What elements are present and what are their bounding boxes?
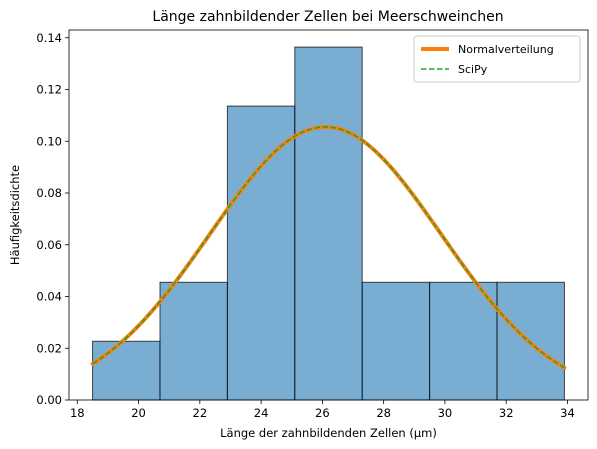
x-tick-label: 22 (193, 406, 208, 420)
legend-label: SciPy (458, 63, 488, 76)
x-tick-label: 20 (131, 406, 146, 420)
x-tick-label: 34 (560, 406, 575, 420)
y-tick-label: 0.06 (36, 238, 62, 252)
histogram-bar (159, 281, 228, 401)
x-tick-label: 28 (376, 406, 391, 420)
y-tick-label: 0.02 (36, 341, 62, 355)
y-axis-ticks: 0.00 0.02 0.04 0.06 0.08 0.10 0.12 0.14 (36, 31, 69, 407)
x-axis-ticks: 18 20 22 24 26 28 30 32 34 (70, 400, 575, 420)
y-tick-label: 0.04 (36, 290, 62, 304)
x-tick-label: 18 (70, 406, 85, 420)
histogram-bar (226, 105, 296, 401)
x-tick-label: 26 (315, 406, 330, 420)
legend-box (413, 35, 581, 83)
x-axis-label: Länge der zahnbildenden Zellen (µm) (220, 426, 437, 440)
y-tick-label: 0.00 (36, 393, 62, 407)
legend-label: Normalverteilung (458, 43, 554, 56)
y-tick-label: 0.10 (36, 134, 62, 148)
x-tick-label: 24 (254, 406, 269, 420)
x-tick-label: 30 (438, 406, 453, 420)
y-tick-label: 0.14 (36, 31, 62, 45)
y-axis-label: Häufigkeitsdichte (8, 165, 22, 265)
histogram-bar (294, 46, 363, 401)
distribution-curves (90, 124, 567, 370)
histogram-bar (361, 281, 431, 401)
histogram-bar (92, 340, 161, 401)
y-tick-label: 0.08 (36, 186, 62, 200)
legend: Normalverteilung SciPy (413, 35, 581, 83)
x-tick-label: 32 (499, 406, 514, 420)
chart-title: Länge zahnbildender Zellen bei Meerschwe… (152, 9, 503, 25)
histogram-bar (429, 281, 498, 401)
scipy-curve (92, 126, 565, 369)
axes-frame (68, 29, 589, 401)
y-tick-label: 0.12 (36, 83, 62, 97)
